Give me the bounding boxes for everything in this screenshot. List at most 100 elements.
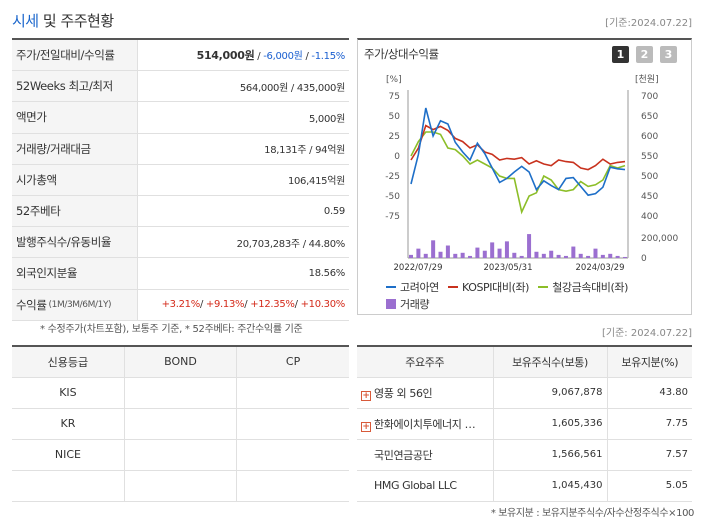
holder-name: 한화에이치투에너지 … xyxy=(374,417,476,431)
right-tick-label: 700 xyxy=(641,92,658,102)
row-label: 외국인지분율 xyxy=(12,258,138,289)
volume-bar xyxy=(423,253,428,258)
volume-bar xyxy=(541,253,546,258)
volume-bar xyxy=(556,254,561,258)
expand-plus-icon[interactable]: + xyxy=(361,390,371,401)
right-tick-label: 650 xyxy=(641,112,658,122)
legend-label: 철강금속대비(좌) xyxy=(552,281,629,294)
pct-cell: 7.75 xyxy=(606,407,692,440)
row-label: 주가/전일대비/수익률 xyxy=(12,40,138,71)
footnote-left: * 수정주가(차트포함), 보통주 기준, * 52주베타: 주간수익률 기준 xyxy=(40,324,303,335)
table-row: 국민연금공단 1,566,561 7.57 xyxy=(357,438,692,471)
return-1m: +3.21% xyxy=(161,299,201,311)
steel-relative-line xyxy=(410,131,626,215)
legend-swatch xyxy=(538,286,549,288)
row-value: 0.59 xyxy=(323,205,345,217)
chart-tab-3[interactable]: 3 xyxy=(660,46,677,63)
table-row: 액면가 5,000원 xyxy=(12,102,349,134)
volume-tick-label: 0 xyxy=(641,254,647,264)
volume-bar xyxy=(504,241,509,258)
volume-bar xyxy=(527,234,532,258)
agency-cell: KR xyxy=(12,407,125,440)
volume-bar xyxy=(571,246,576,258)
volume-bar xyxy=(409,254,413,258)
holder-name-cell: 국민연금공단 xyxy=(357,438,494,471)
column-header: 보유지분(%) xyxy=(606,345,692,378)
left-tick-label: 50 xyxy=(389,112,401,122)
holder-name: 국민연금공단 xyxy=(374,448,433,462)
volume-bar xyxy=(615,255,620,258)
table-header-row: 신용등급 BOND CP xyxy=(12,346,349,378)
volume-bar xyxy=(512,252,517,258)
row-value: +3.21%/ +9.13%/ +12.35%/ +10.30% xyxy=(161,299,346,311)
table-header-row: 주요주주 보유주식수(보통) 보유지분(%) xyxy=(357,345,692,378)
volume-bar xyxy=(534,251,539,258)
table-row: 수익률 (1M/3M/6M/1Y) +3.21%/ +9.13%/ +12.35%… xyxy=(12,289,349,321)
table-row: 외국인지분율 18.56% xyxy=(12,258,349,290)
section-title: 시세 및 주주현황 xyxy=(12,10,114,31)
cp-cell xyxy=(236,438,349,471)
legend-item-steel: 철강금속대비(좌) xyxy=(538,279,628,296)
bond-cell xyxy=(123,407,238,440)
x-tick-label: 2024/03/29 xyxy=(576,263,625,273)
left-tick-label: -50 xyxy=(385,192,400,202)
price-chart: [%] [천원] 75 50 25 0 -25 -50 -75 700 650 600 550 50… xyxy=(385,74,678,273)
volume-bar xyxy=(519,255,524,258)
rate-value: -1.15% xyxy=(311,51,345,63)
volume-bar xyxy=(497,248,502,258)
chart-tab-2[interactable]: 2 xyxy=(636,46,653,63)
volume-bar xyxy=(482,250,487,258)
volume-bar xyxy=(416,248,421,258)
left-tick-label: -25 xyxy=(385,172,400,182)
volume-tick-label: 200,000 xyxy=(641,234,678,244)
column-header: 주요주주 xyxy=(357,345,494,378)
row-value: 5,000원 xyxy=(308,113,345,125)
volume-bar xyxy=(563,255,568,258)
volume-bar xyxy=(468,255,473,258)
table-row: 시가총액 106,415억원 xyxy=(12,164,349,196)
row-label: 52주베타 xyxy=(12,195,138,227)
volume-bar xyxy=(475,247,480,258)
pct-cell: 7.57 xyxy=(606,438,692,471)
kospi-relative-line xyxy=(410,124,626,171)
left-tick-label: -75 xyxy=(385,212,400,222)
expand-plus-icon[interactable]: + xyxy=(361,421,371,432)
row-label: 52Weeks 최고/최저 xyxy=(12,71,138,102)
right-unit-label: [천원] xyxy=(635,74,659,85)
volume-bar xyxy=(460,252,465,258)
shareholders-table: 주요주주 보유주식수(보통) 보유지분(%) + 영풍 외 56인 9,067,8… xyxy=(357,345,692,502)
volume-bar xyxy=(445,245,450,258)
row-value: 18.56% xyxy=(308,267,346,279)
chart-tab-1[interactable]: 1 xyxy=(612,46,629,63)
footnote-right: * 보유지분 : 보유지분주식수/자수산정주식수×100 xyxy=(490,508,695,519)
right-tick-label: 500 xyxy=(641,172,658,182)
bond-cell xyxy=(123,438,238,471)
volume-bar xyxy=(578,253,583,258)
table-row: KR xyxy=(12,407,349,440)
change-value: -6,000원 xyxy=(263,51,303,63)
table-row: 거래량/거래대금 18,131주 / 94억원 xyxy=(12,133,349,165)
holder-name: HMG Global LLC xyxy=(374,479,457,492)
right-tick-label: 400 xyxy=(641,212,658,222)
return-3m: +9.13% xyxy=(205,299,245,311)
left-tick-label: 25 xyxy=(389,132,400,142)
agency-cell: NICE xyxy=(12,438,125,471)
bond-cell xyxy=(123,376,238,409)
legend-swatch xyxy=(386,286,396,288)
shares-cell: 1,605,336 xyxy=(492,407,608,440)
row-label: 수익률 (1M/3M/6M/1Y) xyxy=(12,289,138,320)
volume-bar xyxy=(438,251,443,258)
table-row: 52Weeks 최고/최저 564,000원 / 435,000원 xyxy=(12,71,349,103)
column-header: 보유주식수(보통) xyxy=(492,345,608,378)
right-date: [기준: 2024.07.22] xyxy=(601,328,692,339)
right-tick-label: 550 xyxy=(641,152,658,162)
header-date: [기준:2024.07.22] xyxy=(605,18,692,29)
stock-price-line xyxy=(410,107,626,197)
row-value: 18,131주 / 94억원 xyxy=(264,145,345,157)
stock-info-table: 주가/전일대비/수익률 514,000원 / -6,000원 / -1.15% … xyxy=(12,38,349,321)
title-rest: 및 주주현황 xyxy=(38,12,114,30)
holder-name: 영풍 외 56인 xyxy=(374,386,433,400)
legend-item-kospi: KOSPI대비(좌) xyxy=(448,279,529,296)
volume-bar xyxy=(453,253,458,258)
holder-name-cell: + 한화에이치투에너지 … xyxy=(357,407,494,440)
